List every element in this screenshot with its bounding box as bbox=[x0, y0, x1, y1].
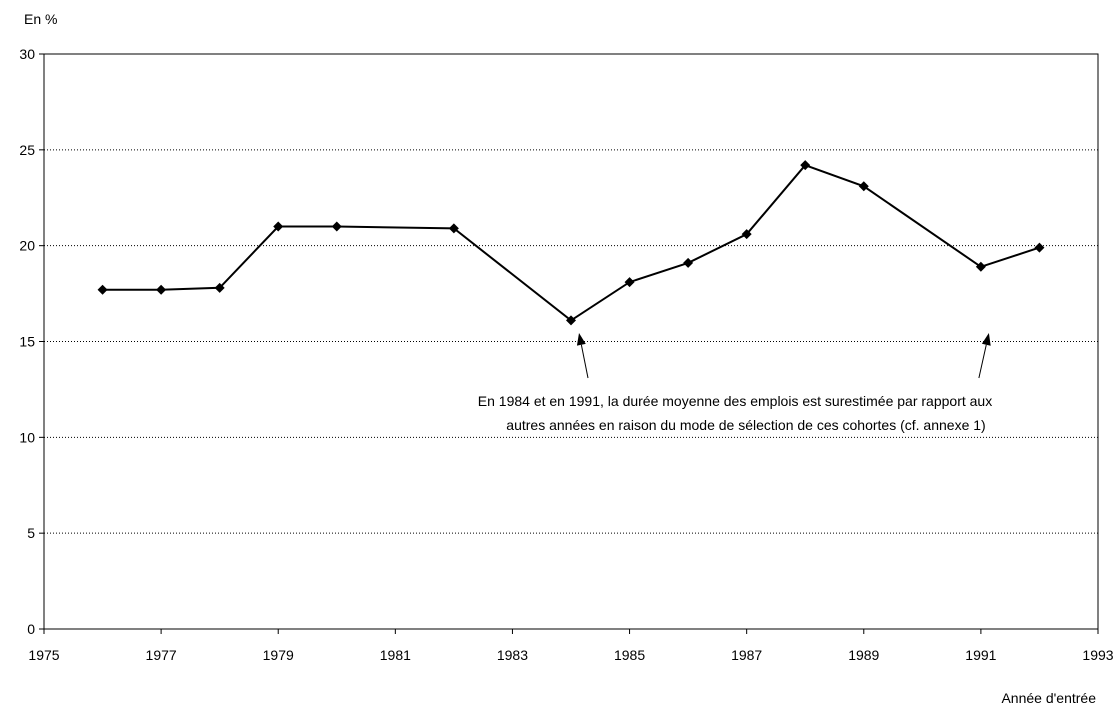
data-point-marker bbox=[156, 284, 167, 295]
data-point-marker bbox=[566, 315, 576, 326]
data-point-marker bbox=[741, 229, 752, 240]
data-point-marker bbox=[858, 181, 869, 192]
annotation-line-1: En 1984 et en 1991, la durée moyenne des… bbox=[478, 393, 992, 409]
annotation-arrow-head bbox=[576, 333, 586, 346]
data-point-marker bbox=[624, 277, 635, 288]
x-tick-label: 1991 bbox=[965, 647, 996, 663]
data-point-marker bbox=[800, 160, 811, 171]
y-tick-label: 20 bbox=[19, 238, 35, 254]
annotation-arrow-line bbox=[580, 344, 589, 379]
x-tick-label: 1983 bbox=[497, 647, 528, 663]
annotation-arrow-head bbox=[981, 333, 991, 346]
data-point-marker bbox=[448, 223, 459, 234]
x-tick-label: 1981 bbox=[380, 647, 411, 663]
x-axis-title: Année d'entrée bbox=[1001, 690, 1096, 706]
data-point-marker bbox=[331, 221, 342, 232]
plot-area-frame bbox=[43, 53, 1099, 630]
y-tick-label: 30 bbox=[19, 46, 35, 62]
annotation-line-2: autres années en raison du mode de sélec… bbox=[506, 417, 985, 433]
y-tick-label: 5 bbox=[27, 525, 35, 541]
x-tick-label: 1979 bbox=[263, 647, 294, 663]
x-tick-label: 1989 bbox=[848, 647, 879, 663]
annotation-arrows bbox=[576, 333, 991, 379]
x-axis: 1975 1977 1979 1981 1983 1985 1987 1989 1991 1993 bbox=[28, 629, 1114, 663]
series-line bbox=[102, 164, 1040, 322]
x-tick-label: 1975 bbox=[28, 647, 59, 663]
annotation-arrow-line bbox=[978, 344, 987, 379]
data-point-marker bbox=[1034, 242, 1045, 253]
data-point-marker bbox=[273, 221, 284, 232]
annotation: En 1984 et en 1991, la durée moyenne des… bbox=[478, 393, 992, 433]
data-series bbox=[97, 160, 1045, 326]
x-tick-label: 1985 bbox=[614, 647, 645, 663]
x-tick-label: 1977 bbox=[146, 647, 177, 663]
y-tick-label: 10 bbox=[19, 429, 35, 445]
y-axis: 0 5 10 15 20 25 30 bbox=[19, 46, 44, 637]
data-point-marker bbox=[683, 257, 694, 268]
grid-lines bbox=[44, 149, 1098, 534]
y-axis-unit-label: En % bbox=[24, 11, 57, 27]
x-tick-label: 1993 bbox=[1082, 647, 1113, 663]
y-tick-label: 0 bbox=[27, 621, 35, 637]
data-point-marker bbox=[97, 284, 108, 295]
data-point-marker bbox=[975, 261, 986, 272]
y-tick-label: 15 bbox=[19, 334, 35, 350]
x-tick-label: 1987 bbox=[731, 647, 762, 663]
data-point-marker bbox=[214, 282, 225, 293]
y-tick-label: 25 bbox=[19, 142, 35, 158]
